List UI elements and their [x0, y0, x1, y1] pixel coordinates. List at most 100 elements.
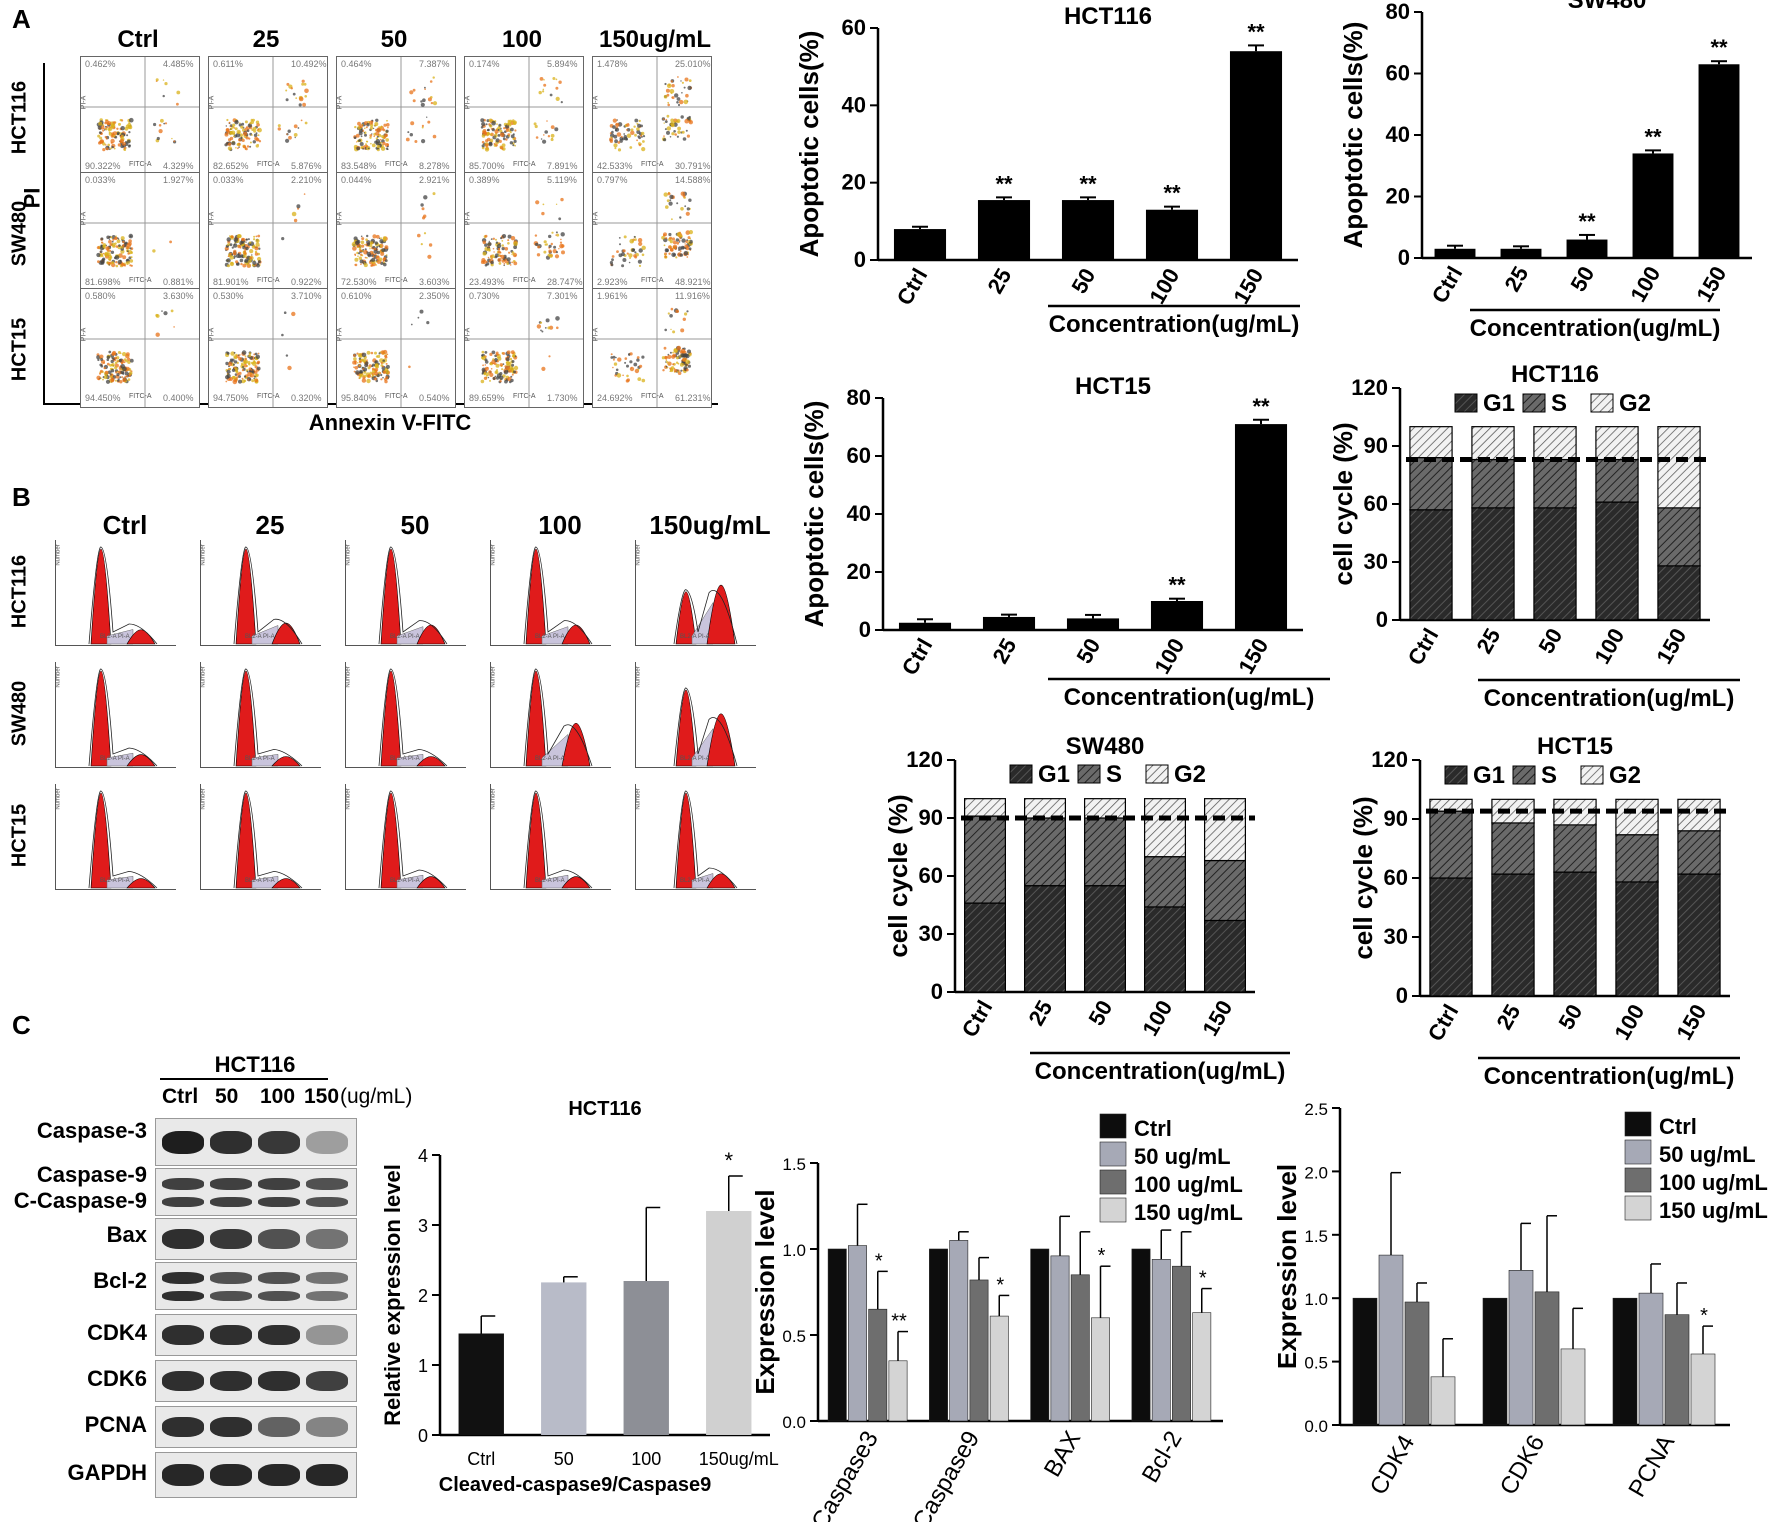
flow-event	[501, 143, 506, 148]
flow-event	[241, 350, 247, 355]
y-tick-label: 3	[418, 1216, 428, 1236]
quadrant-value: 0.881%	[163, 277, 194, 287]
flow-event	[229, 252, 232, 256]
flow-event	[616, 132, 622, 137]
flow-plot: 0.033% 1.927% 81.698% 0.881% FITC-A PI-A	[80, 172, 200, 292]
y-tick-label: 90	[1364, 433, 1388, 458]
x-axis-label: Concentration(ug/mL)	[1484, 1063, 1735, 1090]
stacked-bar-s	[1203, 859, 1246, 922]
flow-event	[543, 250, 547, 254]
flow-event	[505, 361, 508, 364]
g1-peak	[90, 670, 112, 767]
flow-event	[365, 238, 368, 241]
flow-event	[249, 145, 252, 148]
flow-event	[107, 143, 110, 147]
flow-event	[256, 123, 260, 127]
flow-event	[534, 234, 538, 237]
hist-x-label: BL2-A PI-A	[100, 756, 130, 762]
flow-event	[541, 366, 546, 371]
quadrant-value: 0.320%	[291, 393, 322, 403]
flow-event	[615, 368, 619, 372]
flow-event	[612, 118, 617, 123]
flow-event	[120, 362, 124, 365]
flow-event	[304, 121, 308, 125]
flow-event	[107, 370, 112, 375]
flow-event	[543, 134, 545, 136]
stacked-bar-s	[1677, 830, 1721, 875]
flow-event	[128, 233, 134, 239]
stacked-bar-g1	[1595, 501, 1639, 621]
flow-event	[681, 238, 686, 243]
flow-event	[682, 357, 687, 362]
flow-event	[123, 358, 127, 361]
flow-event	[685, 359, 690, 365]
flow-event	[369, 120, 374, 125]
flow-event	[99, 139, 105, 144]
flow-event	[668, 201, 673, 206]
flow-event	[230, 127, 233, 131]
flow-event	[105, 144, 107, 146]
x-tick-label: 100	[1149, 634, 1189, 678]
flow-event	[616, 373, 622, 378]
flow-event	[677, 126, 681, 131]
histogram-svg	[88, 790, 158, 889]
significance-mark: **	[1079, 171, 1097, 196]
flow-event	[621, 264, 625, 268]
flow-event	[242, 263, 247, 268]
flow-event	[512, 121, 517, 125]
g1-peak	[525, 792, 547, 889]
flow-event	[364, 127, 366, 130]
quadrant-value: 0.389%	[469, 175, 500, 185]
legend-swatch	[1099, 1169, 1127, 1195]
flow-event	[103, 375, 108, 380]
flow-event	[359, 259, 364, 264]
quadrant-value: 2.921%	[419, 175, 450, 185]
flow-event	[111, 357, 114, 360]
s-phase-area	[691, 727, 714, 767]
x-tick-label: Ctrl	[957, 996, 998, 1041]
flow-event	[432, 101, 438, 106]
flow-event	[382, 236, 387, 240]
western-band	[258, 1417, 300, 1437]
flow-event	[663, 138, 667, 142]
flow-event	[672, 353, 677, 358]
flow-event	[380, 146, 386, 151]
flow-event	[164, 122, 168, 125]
flow-event	[104, 125, 107, 128]
flow-event	[375, 234, 380, 239]
legend-label: G1	[1038, 761, 1070, 788]
histogram-svg	[523, 668, 593, 767]
flow-event	[432, 192, 436, 196]
flow-event	[297, 127, 300, 129]
flow-event	[665, 205, 669, 209]
bar	[898, 622, 952, 630]
bar	[969, 1279, 989, 1422]
flow-event	[679, 99, 684, 105]
flow-cell-x-label: FITC-A	[513, 393, 536, 400]
bar	[1434, 248, 1476, 258]
flow-event	[162, 79, 165, 81]
quadrant-value: 48.921%	[675, 277, 711, 287]
flow-event	[122, 255, 127, 260]
quadrant-value: 25.010%	[675, 59, 711, 69]
flow-event	[499, 363, 503, 367]
g2-peak	[126, 878, 156, 889]
flow-event	[226, 369, 231, 374]
flow-event	[382, 359, 385, 363]
x-tick-label: BAX	[1039, 1427, 1086, 1482]
flow-event	[353, 136, 357, 139]
flow-event	[684, 205, 687, 208]
y-tick-label: 1	[418, 1356, 428, 1376]
flow-event	[387, 145, 389, 148]
flow-event	[558, 217, 562, 221]
flow-event	[686, 256, 689, 258]
flow-event	[356, 141, 358, 143]
flow-event	[352, 246, 357, 251]
flow-event	[111, 242, 116, 247]
x-tick-label: 100	[1144, 264, 1184, 308]
legend-label: G1	[1473, 762, 1505, 789]
flow-event	[685, 93, 689, 98]
flow-event	[617, 357, 622, 362]
flow-event	[629, 238, 634, 244]
